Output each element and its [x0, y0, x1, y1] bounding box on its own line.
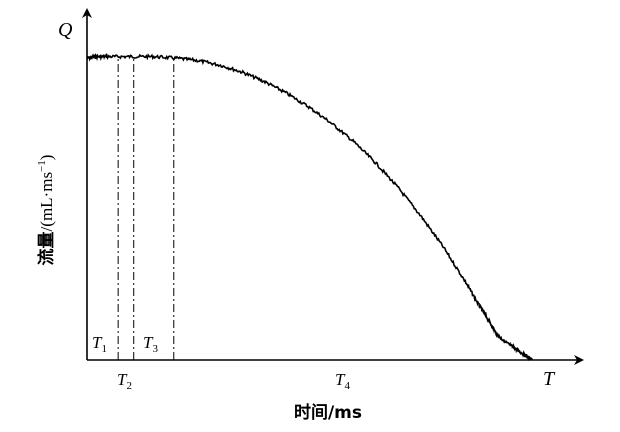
phase-label-t3: T3 [143, 333, 158, 355]
phase-boundaries [117, 56, 175, 360]
phase-label-t1: T1 [92, 333, 107, 355]
phase-label-t2: T2 [117, 370, 132, 392]
x-axis-letter: T [543, 368, 556, 390]
y-axis-letter: Q [58, 19, 73, 41]
flow-curve [86, 52, 533, 362]
phase-label-t4: T4 [335, 370, 350, 392]
x-axis-title: 时间/ms [294, 402, 362, 423]
y-axis-title: 流量/(mL·ms−1) [36, 155, 57, 266]
